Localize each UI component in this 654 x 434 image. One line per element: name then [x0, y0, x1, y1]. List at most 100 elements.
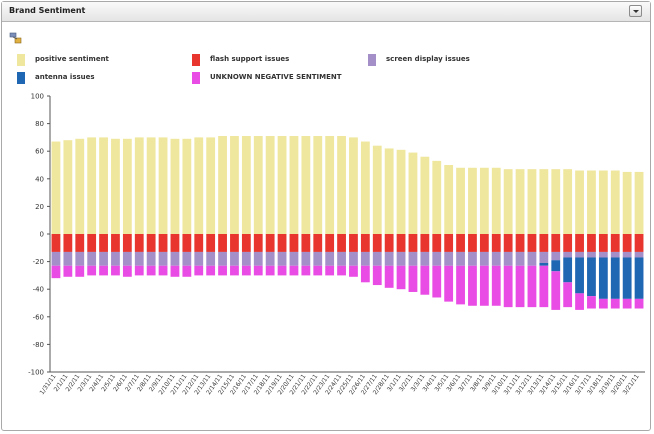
bar-positive — [325, 136, 335, 234]
bar-unknown — [337, 265, 346, 276]
bar-unknown — [111, 265, 120, 276]
bar-flash — [491, 234, 501, 252]
bar-flash — [396, 234, 406, 252]
bar-positive — [218, 136, 227, 234]
bar-screen — [527, 251, 537, 266]
bar-flash — [598, 234, 608, 252]
bar-screen — [610, 251, 620, 258]
bar-antenna — [563, 257, 573, 283]
bar-screen — [87, 251, 97, 266]
bar-unknown — [634, 298, 644, 309]
bar-positive — [230, 136, 239, 234]
bar-screen — [134, 251, 144, 266]
bar-flash — [349, 234, 358, 252]
y-tick-label: -80 — [33, 341, 44, 349]
bar-screen — [360, 251, 370, 266]
bar-unknown — [87, 265, 97, 276]
bar-screen — [194, 251, 204, 266]
bar-positive — [527, 169, 537, 234]
bar-screen — [111, 251, 120, 266]
bar-unknown — [277, 265, 287, 276]
bar-screen — [289, 251, 299, 266]
y-tick-label: 0 — [40, 231, 44, 239]
bar-positive — [503, 169, 513, 234]
bar-flash — [99, 234, 108, 252]
bar-screen — [301, 251, 311, 266]
bar-screen — [563, 251, 573, 258]
bar-positive — [87, 137, 97, 234]
bar-flash — [372, 234, 382, 252]
bar-flash — [622, 234, 632, 252]
bar-flash — [432, 234, 442, 252]
bar-antenna — [634, 257, 644, 299]
bar-screen — [218, 251, 227, 266]
legend-label-positive: positive sentiment — [35, 55, 109, 63]
bar-positive — [182, 138, 192, 234]
bar-screen — [372, 251, 382, 266]
bar-flash — [515, 234, 525, 252]
bar-flash — [408, 234, 418, 252]
bar-positive — [75, 138, 85, 234]
bar-positive — [420, 156, 430, 234]
bar-unknown — [479, 265, 489, 306]
bar-unknown — [503, 265, 513, 308]
bar-positive — [396, 149, 406, 234]
legend-swatch-positive — [17, 54, 25, 66]
legend-label-antenna: antenna issues — [35, 73, 95, 81]
bar-screen — [587, 251, 596, 258]
bar-screen — [230, 251, 239, 266]
bar-unknown — [384, 265, 394, 288]
bar-flash — [158, 234, 168, 252]
y-tick-labels: 100 80 60 40 20 0 -20 -40 -60 -80 -100 — [28, 93, 44, 377]
legend-label-unknown: UNKNOWN NEGATIVE SENTIMENT — [210, 73, 342, 81]
bar-screen — [158, 251, 168, 266]
bar-screen — [349, 251, 358, 266]
bar-unknown — [622, 298, 632, 309]
collapse-button[interactable] — [629, 5, 642, 17]
bar-screen — [444, 251, 454, 266]
y-tick-label: -100 — [28, 369, 44, 377]
bar-unknown — [468, 265, 477, 306]
bar-flash — [253, 234, 263, 252]
legend-swatch-antenna — [17, 72, 25, 84]
bar-unknown — [63, 265, 73, 277]
y-tick-label: 20 — [35, 203, 44, 211]
bar-flash — [360, 234, 370, 252]
bar-screen — [122, 251, 132, 266]
bar-screen — [325, 251, 335, 266]
bar-screen — [575, 251, 584, 258]
y-tick-label: 80 — [35, 120, 44, 128]
chart-tool-icon[interactable] — [9, 30, 23, 44]
bar-screen — [408, 251, 418, 266]
bar-positive — [337, 136, 346, 234]
bar-flash — [218, 234, 227, 252]
bar-antenna — [622, 257, 632, 299]
bar-unknown — [218, 265, 227, 276]
bar-positive — [587, 170, 596, 234]
bar-unknown — [539, 265, 549, 308]
bar-flash — [170, 234, 180, 252]
bar-unknown — [194, 265, 204, 276]
bar-positive — [349, 137, 358, 234]
bar-screen — [598, 251, 608, 258]
x-tick-labels: 1/31/112/1/112/2/112/3/112/4/112/5/112/6… — [39, 373, 641, 396]
bar-positive — [444, 165, 454, 234]
legend-label-flash: flash support issues — [210, 55, 290, 63]
bar-antenna — [539, 262, 549, 266]
bar-flash — [111, 234, 120, 252]
bar-flash — [575, 234, 584, 252]
bar-screen — [420, 251, 430, 266]
bar-positive — [253, 136, 263, 234]
bar-unknown — [527, 265, 537, 308]
bar-unknown — [206, 265, 216, 276]
bar-positive — [575, 170, 584, 234]
bar-unknown — [360, 265, 370, 283]
bar-flash — [51, 234, 61, 252]
bar-unknown — [265, 265, 275, 276]
bar-positive — [563, 169, 573, 234]
bar-unknown — [253, 265, 263, 276]
bar-screen — [146, 251, 156, 266]
bar-antenna — [610, 257, 620, 299]
bar-unknown — [563, 282, 573, 308]
legend-swatch-unknown — [192, 72, 200, 84]
